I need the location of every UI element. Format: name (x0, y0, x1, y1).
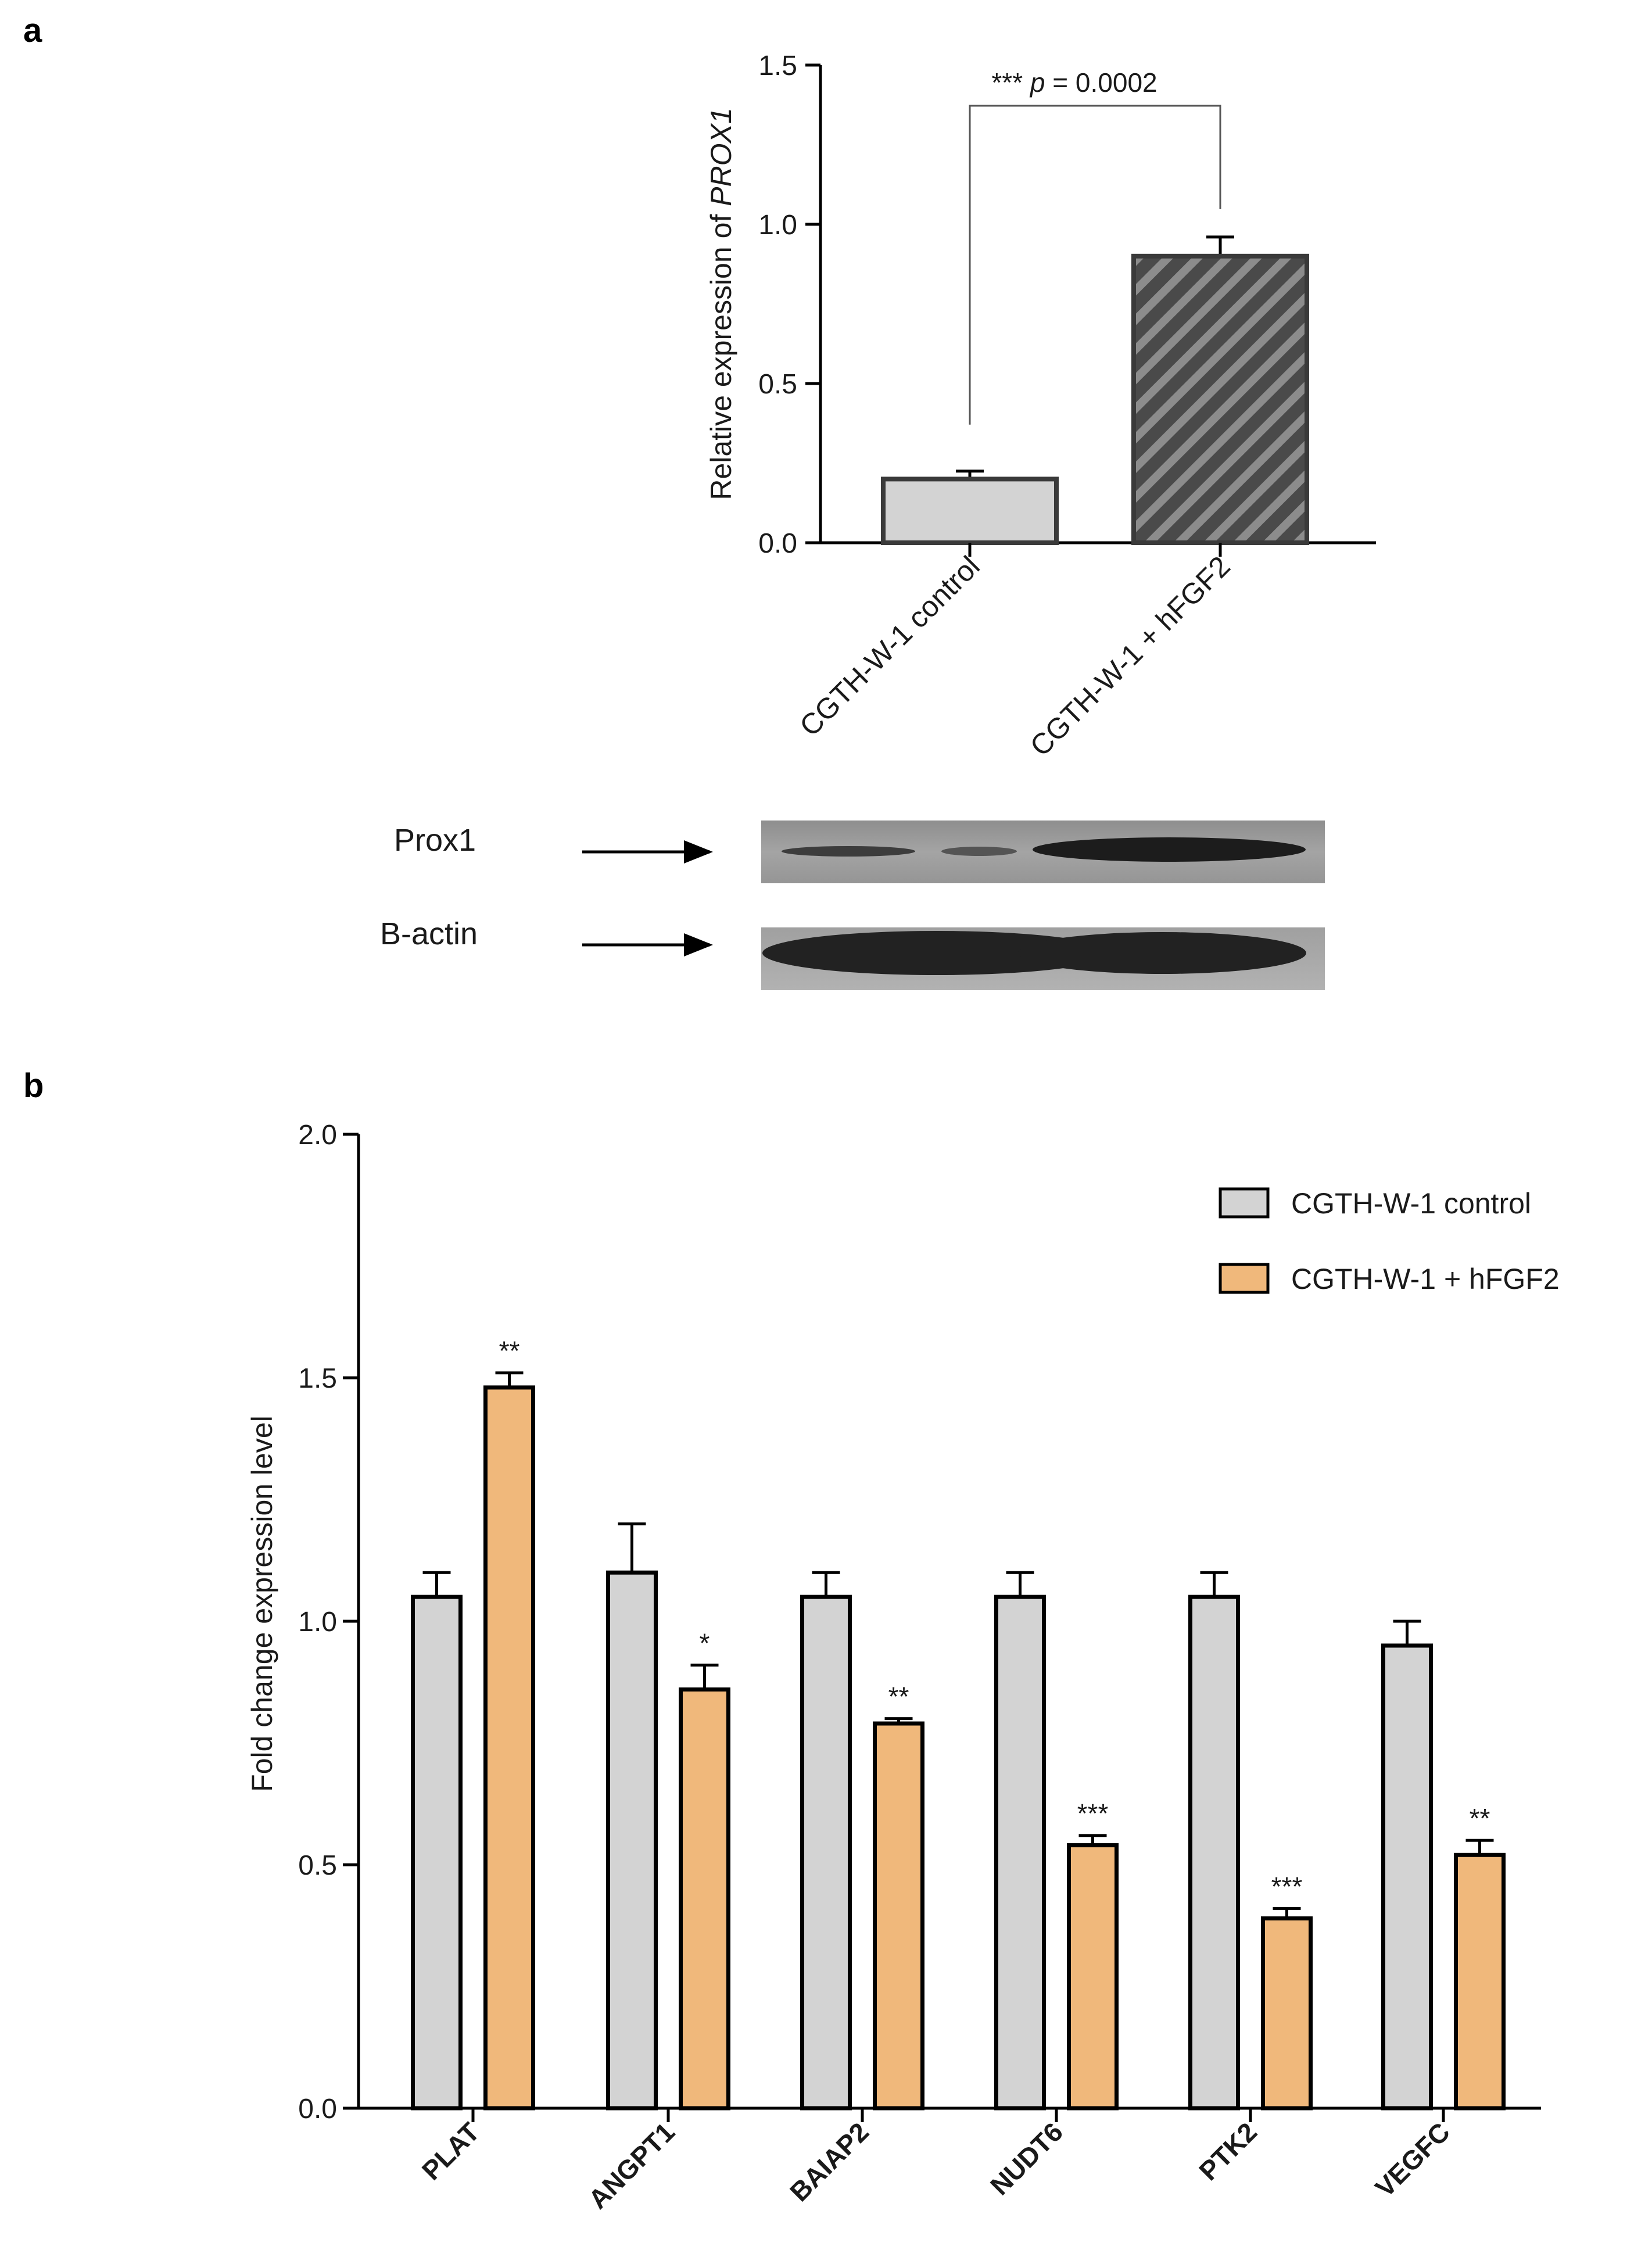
significance-baiap2: ** (888, 1682, 909, 1712)
legend-swatch-control (1219, 1187, 1270, 1219)
panel-b-x-label-plat: PLAT (416, 2116, 485, 2185)
significance-plat: ** (499, 1336, 520, 1366)
panel-a-bars (881, 235, 1309, 557)
panel-a-y-axis-title: Relative expression of PROX1 (705, 108, 737, 500)
panel-a-x-label-1: CGTH-W-1 + hFGF2 (1024, 550, 1237, 762)
panel-a-x-label-0: CGTH-W-1 control (793, 550, 986, 743)
panel-b-x-label-vegfc: VEGFC (1369, 2116, 1456, 2203)
blot-band-bactin-control (762, 931, 1111, 975)
panel-a-y-ticks: 0.0 0.5 1.0 1.5 (758, 51, 820, 559)
panel-a-significance-bracket: *** p = 0.0002 (969, 67, 1221, 425)
significance-ptk2: *** (1271, 1871, 1303, 1901)
panel-b-x-label-ptk2: PTK2 (1193, 2116, 1263, 2186)
bar-plat-hfgf2 (483, 1385, 535, 2111)
bar-plat-control (411, 1595, 463, 2111)
panel-a-y-tick-label: 0.5 (758, 369, 797, 400)
panel-b-chart: 0.00.51.01.52.0 ************* PLAT ANGPT1… (246, 1120, 1560, 2215)
panel-a-letter: a (23, 12, 42, 49)
bar-angpt1-hfgf2 (679, 1687, 730, 2111)
bar-control (881, 476, 1059, 546)
panel-b-x-label-angpt1: ANGPT1 (582, 2116, 680, 2215)
panel-b-y-tick-label: 1.0 (298, 1607, 337, 1638)
panel-a-y-tick-label: 0.0 (758, 528, 797, 559)
panel-a-chart: 0.0 0.5 1.0 1.5 CGTH-W-1 control CGTH-W-1 + … (705, 51, 1376, 762)
panel-a-y-tick-label: 1.0 (758, 210, 797, 241)
blot-band-prox1-control-2 (941, 847, 1017, 856)
legend-label-control: CGTH-W-1 control (1291, 1187, 1531, 1220)
blot-band-prox1-hfgf2 (1033, 837, 1306, 862)
western-blot: Prox1 B-actin (380, 821, 1325, 990)
bar-ptk2-control (1188, 1595, 1240, 2111)
bar-baiap2-hfgf2 (873, 1721, 924, 2111)
panel-b-legend: CGTH-W-1 control CGTH-W-1 + hFGF2 (1219, 1187, 1560, 1295)
panel-a-p-value: *** p = 0.0002 (991, 67, 1157, 98)
panel-b-bars: ************* (411, 1336, 1506, 2122)
blot-label-prox1: Prox1 (394, 823, 476, 858)
bar-ptk2-hfgf2 (1261, 1916, 1313, 2111)
panel-a-y-tick-label: 1.5 (758, 51, 797, 81)
significance-vegfc: ** (1470, 1803, 1490, 1833)
panel-b-x-label-nudt6: NUDT6 (984, 2116, 1069, 2201)
panel-b-y-axis-title: Fold change expression level (246, 1416, 278, 1792)
panel-b-y-tick-label: 2.0 (298, 1120, 337, 1151)
blot-band-prox1-control (782, 846, 915, 857)
legend-swatch-hfgf2 (1219, 1263, 1270, 1294)
bar-angpt1-control (606, 1570, 658, 2111)
panel-b-y-tick-label: 1.5 (298, 1363, 337, 1394)
blot-band-bactin-hfgf2 (1018, 932, 1306, 974)
panel-a-bracket-line (969, 105, 1221, 425)
bar-nudt6-control (994, 1595, 1046, 2111)
significance-angpt1: * (700, 1628, 710, 1658)
panel-b-x-labels: PLAT ANGPT1 BAIAP2 NUDT6 PTK2 VEGFC (416, 2116, 1456, 2215)
panel-b-y-tick-label: 0.5 (298, 1850, 337, 1881)
panel-b-y-tick-label: 0.0 (298, 2094, 337, 2124)
panel-b-x-label-baiap2: BAIAP2 (784, 2116, 875, 2207)
bar-vegfc-hfgf2 (1454, 1853, 1506, 2111)
panel-b-letter: b (23, 1067, 44, 1105)
bar-hfgf2 (1131, 253, 1309, 545)
panel-a-x-labels: CGTH-W-1 control CGTH-W-1 + hFGF2 (793, 550, 1237, 762)
legend-label-hfgf2: CGTH-W-1 + hFGF2 (1291, 1263, 1560, 1295)
blot-label-bactin: B-actin (380, 916, 478, 951)
bar-baiap2-control (800, 1595, 852, 2111)
panel-b-y-ticks: 0.0 0.5 1.0 1.5 2.0 (298, 1120, 359, 2124)
bar-nudt6-hfgf2 (1067, 1843, 1119, 2111)
significance-nudt6: *** (1077, 1798, 1109, 1829)
bar-vegfc-control (1381, 1643, 1433, 2111)
